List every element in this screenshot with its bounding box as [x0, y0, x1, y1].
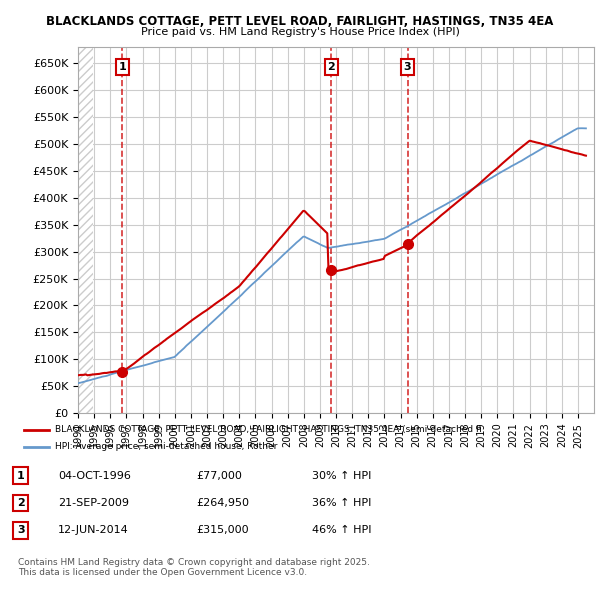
Text: £77,000: £77,000 [196, 471, 242, 481]
Text: 12-JUN-2014: 12-JUN-2014 [58, 525, 129, 535]
Text: This data is licensed under the Open Government Licence v3.0.: This data is licensed under the Open Gov… [18, 568, 307, 576]
Text: 2: 2 [328, 62, 335, 72]
Text: 1: 1 [17, 471, 25, 481]
Bar [78, 47, 92, 413]
Text: Contains HM Land Registry data © Crown copyright and database right 2025.: Contains HM Land Registry data © Crown c… [18, 558, 370, 566]
Text: £315,000: £315,000 [196, 525, 249, 535]
Text: 21-SEP-2009: 21-SEP-2009 [58, 498, 129, 508]
Text: 36% ↑ HPI: 36% ↑ HPI [311, 498, 371, 508]
Text: £264,950: £264,950 [196, 498, 250, 508]
Text: 46% ↑ HPI: 46% ↑ HPI [311, 525, 371, 535]
Text: 30% ↑ HPI: 30% ↑ HPI [311, 471, 371, 481]
Text: BLACKLANDS COTTAGE, PETT LEVEL ROAD, FAIRLIGHT, HASTINGS, TN35 4EA (semi-detache: BLACKLANDS COTTAGE, PETT LEVEL ROAD, FAI… [55, 425, 482, 434]
Text: 3: 3 [17, 525, 25, 535]
Text: HPI: Average price, semi-detached house, Rother: HPI: Average price, semi-detached house,… [55, 442, 278, 451]
Text: Price paid vs. HM Land Registry's House Price Index (HPI): Price paid vs. HM Land Registry's House … [140, 27, 460, 37]
Text: 2: 2 [17, 498, 25, 508]
Text: BLACKLANDS COTTAGE, PETT LEVEL ROAD, FAIRLIGHT, HASTINGS, TN35 4EA: BLACKLANDS COTTAGE, PETT LEVEL ROAD, FAI… [46, 15, 554, 28]
Text: 3: 3 [404, 62, 412, 72]
Text: 1: 1 [118, 62, 126, 72]
Text: 04-OCT-1996: 04-OCT-1996 [58, 471, 131, 481]
